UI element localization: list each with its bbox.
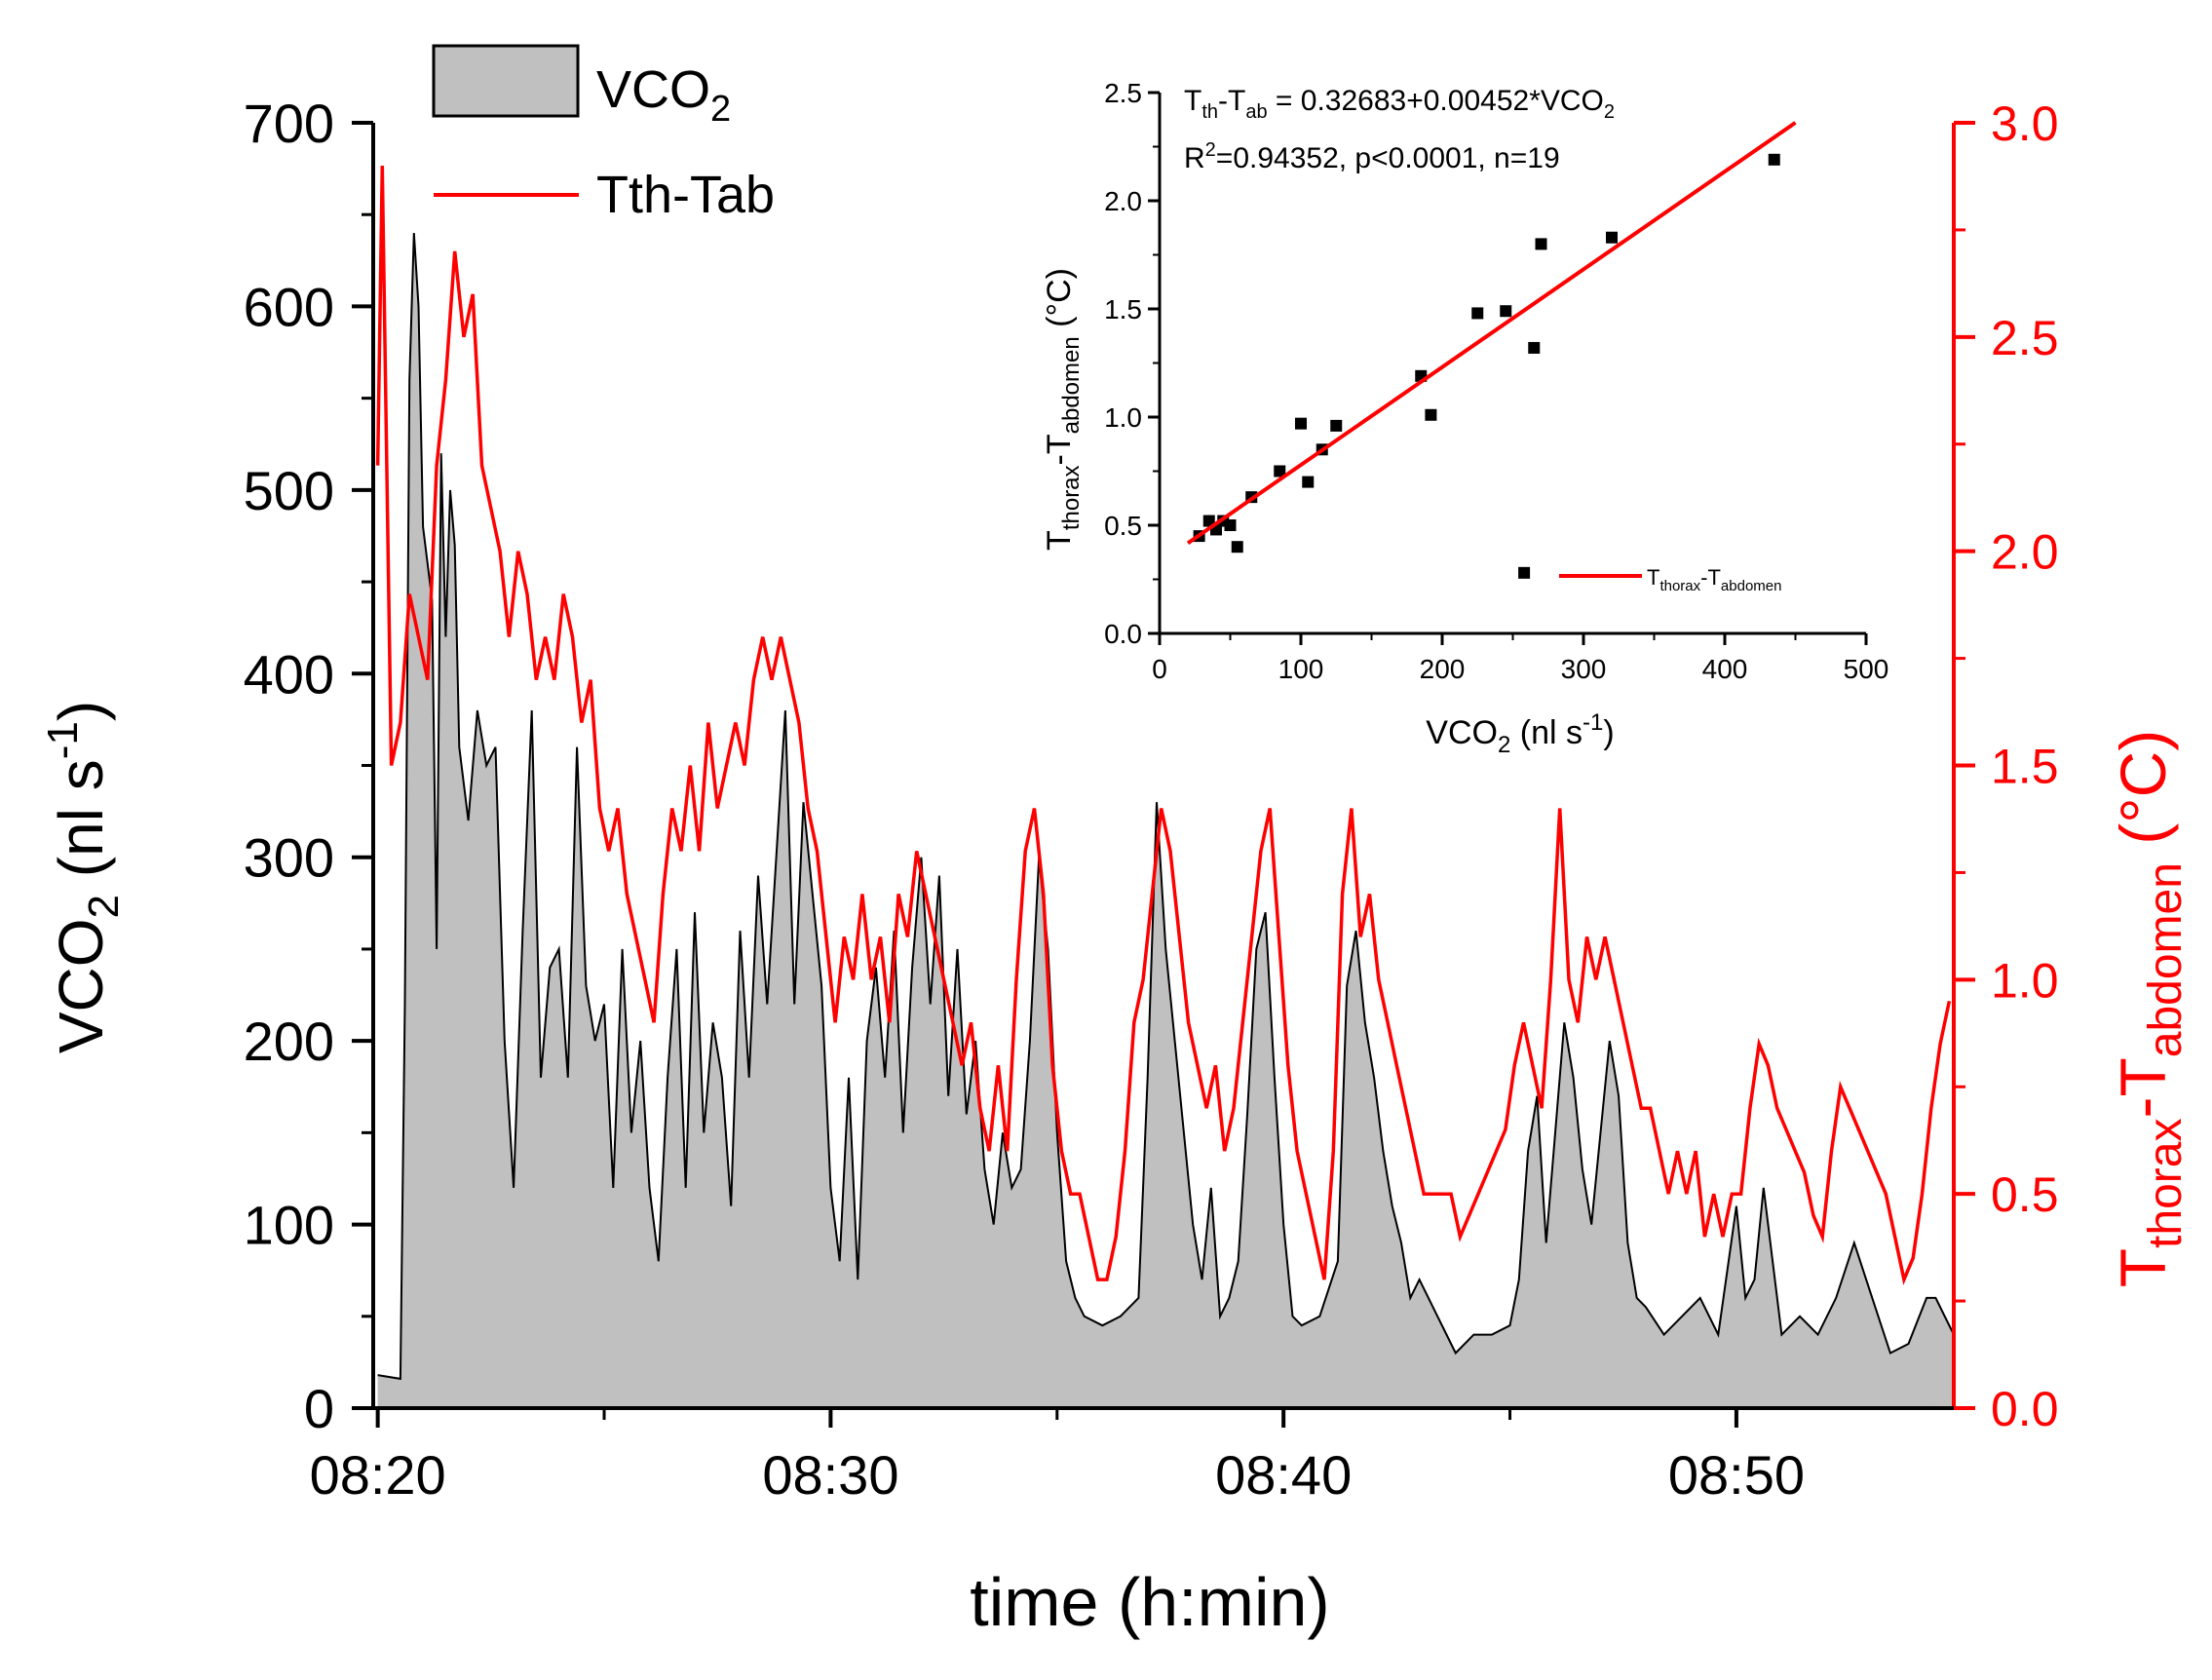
- right-tick-label: 2.5: [1991, 311, 2059, 365]
- inset-point: [1274, 465, 1286, 477]
- inset-fit-line: [1186, 121, 1797, 546]
- left-tick-label: 200: [244, 1011, 334, 1072]
- right-tick-label: 1.5: [1991, 740, 2059, 794]
- left-y-axis: 0 100 200 300 400 500 600 700: [244, 93, 375, 1439]
- bottom-tick-label: 08:30: [762, 1444, 898, 1506]
- legend-temp-label: Tth-Tab: [596, 166, 775, 224]
- inset-x-tick-label: 0: [1152, 654, 1167, 684]
- right-tick-label: 0.0: [1991, 1382, 2059, 1436]
- inset-x-tick-label: 400: [1702, 654, 1748, 684]
- inset-point: [1606, 231, 1618, 244]
- inset-point: [1768, 153, 1780, 166]
- legend-vco2-label: VCO2: [596, 60, 731, 130]
- bottom-tick-label: 08:20: [310, 1444, 446, 1506]
- inset-y-tick-label: 2.0: [1104, 186, 1142, 216]
- inset-scatter-chart: 0.0 0.5 1.0 1.5 2.0 2.5 0 100 200 300 400 500 Tth-T…: [1041, 68, 1888, 760]
- inset-x-tick-label: 500: [1844, 654, 1889, 684]
- inset-point: [1295, 417, 1307, 430]
- left-tick-label: 0: [304, 1378, 334, 1439]
- inset-point: [1471, 307, 1484, 320]
- temperature-difference-line: [375, 165, 1952, 1285]
- inset-y-tick-label: 1.0: [1104, 402, 1142, 433]
- inset-x-tick-label: 200: [1420, 654, 1466, 684]
- inset-point: [1224, 519, 1237, 531]
- x-axis: 08:20 08:30 08:40 08:50: [310, 1406, 1954, 1506]
- inset-x-tick-label: 100: [1278, 654, 1324, 684]
- vco2-area: [377, 233, 1955, 1409]
- inset-y-tick-label: 1.5: [1104, 294, 1142, 325]
- inset-x-axis-title: VCO2 (nl s-1): [1426, 709, 1614, 758]
- bottom-tick-label: 08:40: [1215, 1444, 1352, 1506]
- legend-vco2-swatch: [432, 44, 580, 118]
- left-tick-label: 300: [244, 827, 334, 889]
- inset-y-tick-label: 2.5: [1104, 78, 1142, 108]
- inset-point: [1528, 341, 1541, 354]
- inset-point: [1425, 408, 1437, 421]
- right-y-axis: 0.0 0.5 1.0 1.5 2.0 2.5 3.0: [1952, 96, 2059, 1436]
- left-tick-label: 700: [244, 93, 334, 154]
- inset-equation: Tth-Tab = 0.32683+0.00452*VCO2: [1184, 85, 1615, 123]
- inset-background: [1043, 68, 1871, 760]
- inset-point: [1302, 476, 1315, 488]
- left-tick-label: 500: [244, 460, 334, 521]
- inset-points: [1193, 153, 1780, 579]
- left-tick-label: 600: [244, 276, 334, 337]
- inset-legend: Tthorax-Tabdomen: [1559, 565, 1781, 594]
- x-axis-title: time (h:min): [970, 1564, 1329, 1640]
- inset-point: [1330, 419, 1343, 432]
- inset-y-tick-label: 0.0: [1104, 619, 1142, 649]
- inset-axes: 0.0 0.5 1.0 1.5 2.0 2.5 0 100 200 300 400 500: [1104, 78, 1888, 684]
- y-left-axis-title: VCO2 (nl s-1): [39, 701, 128, 1053]
- right-tick-label: 1.0: [1991, 953, 2059, 1008]
- bottom-tick-label: 08:50: [1668, 1444, 1805, 1506]
- inset-y-tick-label: 0.5: [1104, 511, 1142, 541]
- inset-statistics: R2=0.94352, p<0.0001, n=19: [1184, 139, 1560, 174]
- legend: VCO2 Tth-Tab: [432, 44, 775, 224]
- left-tick-label: 100: [244, 1195, 334, 1256]
- left-tick-label: 400: [244, 643, 334, 705]
- inset-point: [1231, 541, 1243, 554]
- inset-legend-label: Tthorax-Tabdomen: [1647, 565, 1781, 594]
- inset-legend-point: [1518, 566, 1531, 579]
- inset-point: [1535, 238, 1547, 250]
- inset-y-axis-title: Tthorax-Tabdomen (°C): [1041, 268, 1085, 551]
- y-right-axis-title: Tthorax-Tabdomen (°C): [2107, 730, 2192, 1288]
- inset-x-tick-label: 300: [1561, 654, 1607, 684]
- right-tick-label: 2.0: [1991, 525, 2059, 580]
- right-tick-label: 0.5: [1991, 1167, 2059, 1222]
- inset-point: [1500, 305, 1512, 318]
- right-tick-label: 3.0: [1991, 96, 2059, 151]
